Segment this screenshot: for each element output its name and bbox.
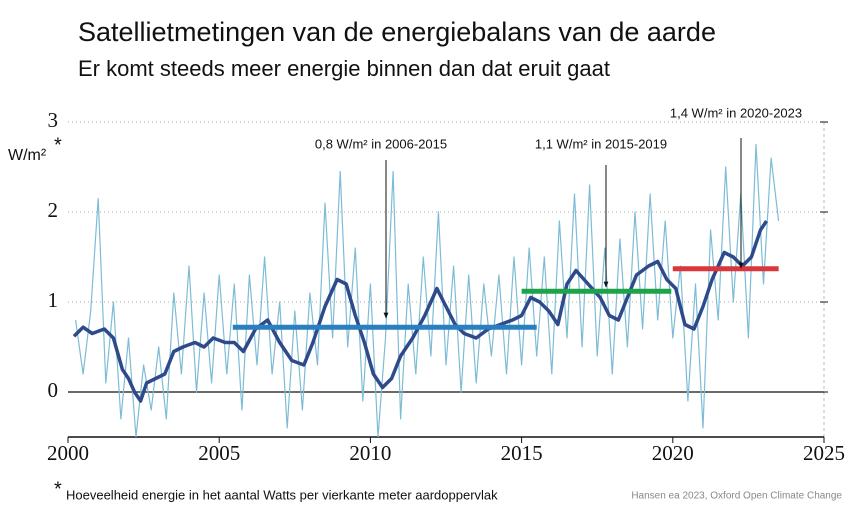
- y-tick-label: 0: [48, 378, 59, 402]
- chart-subtitle: Er komt steeds meer energie binnen dan d…: [78, 56, 610, 81]
- footnote-mark: *: [54, 134, 62, 156]
- x-tick-label: 2010: [349, 441, 391, 465]
- plot-area: [72, 143, 780, 437]
- annotation: 1,1 W/m² in 2015-2019: [535, 136, 667, 151]
- chart-title: Satellietmetingen van de energiebalans v…: [78, 17, 716, 47]
- x-tick-label: 2005: [198, 441, 240, 465]
- x-tick-label: 2020: [652, 441, 694, 465]
- annotation: 1,4 W/m² in 2020-2023: [670, 105, 802, 120]
- y-tick-label: 1: [48, 288, 59, 312]
- footnote: Hoeveelheid energie in het aantal Watts …: [66, 487, 498, 502]
- y-tick-label: 2: [48, 198, 59, 222]
- x-tick-label: 2000: [47, 441, 89, 465]
- annotation: 0,8 W/m² in 2006-2015: [315, 136, 447, 151]
- x-tick-label: 2015: [501, 441, 543, 465]
- x-tick-label: 2025: [803, 441, 845, 465]
- footnote-mark: *: [54, 478, 62, 500]
- y-axis-label: W/m²: [8, 147, 47, 164]
- source: Hansen ea 2023, Oxford Open Climate Chan…: [631, 491, 842, 502]
- y-tick-label: 3: [48, 108, 59, 132]
- series-line: [75, 143, 780, 437]
